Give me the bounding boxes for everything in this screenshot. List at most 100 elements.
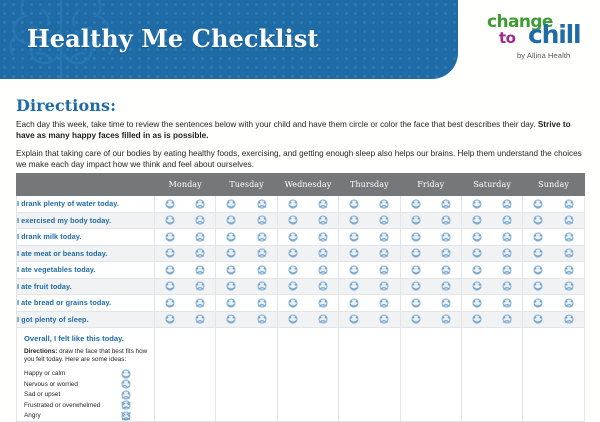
checkbox-cell-friday[interactable]: [399, 261, 462, 279]
happy-face-icon[interactable]: [165, 298, 175, 308]
happy-face-icon[interactable]: [349, 199, 359, 209]
happy-face-icon[interactable]: [411, 232, 421, 242]
sad-face-icon[interactable]: [195, 232, 205, 242]
drawing-cell-friday[interactable]: [399, 327, 462, 422]
happy-face-icon[interactable]: [533, 248, 544, 258]
happy-face-icon[interactable]: [288, 199, 298, 209]
checkbox-cell-thursday[interactable]: [338, 277, 401, 295]
checkbox-cell-saturday[interactable]: [460, 294, 524, 312]
checkbox-cell-saturday[interactable]: [460, 195, 524, 213]
checkbox-cell-sunday[interactable]: [522, 195, 585, 213]
sad-face-icon[interactable]: [502, 215, 512, 225]
checkbox-cell-monday[interactable]: [153, 310, 217, 328]
sad-face-icon[interactable]: [379, 248, 390, 258]
checkbox-cell-wednesday[interactable]: [276, 211, 340, 229]
sad-face-icon[interactable]: [379, 298, 390, 308]
checkbox-cell-monday[interactable]: [153, 228, 217, 246]
sad-face-icon[interactable]: [318, 215, 328, 225]
sad-face-icon[interactable]: [195, 248, 205, 258]
happy-face-icon[interactable]: [165, 248, 175, 258]
sad-face-icon[interactable]: [195, 314, 205, 324]
checkbox-cell-friday[interactable]: [399, 195, 462, 213]
checkbox-cell-tuesday[interactable]: [215, 310, 278, 328]
sad-face-icon[interactable]: [318, 248, 328, 258]
happy-face-icon[interactable]: [472, 199, 482, 209]
sad-face-icon[interactable]: [318, 265, 328, 275]
sad-face-icon[interactable]: [195, 298, 205, 308]
sad-face-icon[interactable]: [195, 265, 205, 275]
sad-face-icon[interactable]: [257, 298, 267, 308]
sad-face-icon[interactable]: [318, 281, 328, 291]
checkbox-cell-thursday[interactable]: [338, 244, 401, 262]
happy-face-icon[interactable]: [165, 215, 175, 225]
checkbox-cell-thursday[interactable]: [338, 310, 401, 328]
drawing-cell-wednesday[interactable]: [276, 327, 340, 422]
checkbox-cell-thursday[interactable]: [338, 294, 401, 312]
checkbox-cell-wednesday[interactable]: [276, 294, 340, 312]
happy-face-icon[interactable]: [533, 232, 544, 242]
happy-face-icon[interactable]: [226, 199, 237, 209]
checkbox-cell-tuesday[interactable]: [215, 261, 278, 279]
sad-face-icon[interactable]: [257, 215, 267, 225]
happy-face-icon[interactable]: [411, 248, 421, 258]
sad-face-icon[interactable]: [502, 232, 512, 242]
checkbox-cell-tuesday[interactable]: [215, 228, 278, 246]
happy-face-icon[interactable]: [288, 281, 298, 291]
happy-face-icon[interactable]: [411, 314, 421, 324]
sad-face-icon[interactable]: [257, 265, 267, 275]
checkbox-cell-saturday[interactable]: [460, 244, 524, 262]
checkbox-cell-wednesday[interactable]: [276, 244, 340, 262]
checkbox-cell-thursday[interactable]: [338, 211, 401, 229]
happy-face-icon[interactable]: [472, 298, 482, 308]
drawing-cell-sunday[interactable]: [522, 327, 585, 422]
sad-face-icon[interactable]: [441, 232, 451, 242]
happy-face-icon[interactable]: [411, 265, 421, 275]
happy-face-icon[interactable]: [533, 215, 544, 225]
checkbox-cell-wednesday[interactable]: [276, 261, 340, 279]
checkbox-cell-monday[interactable]: [153, 277, 217, 295]
checkbox-cell-wednesday[interactable]: [276, 195, 340, 213]
happy-face-icon[interactable]: [226, 265, 237, 275]
happy-face-icon[interactable]: [288, 248, 298, 258]
checkbox-cell-sunday[interactable]: [522, 261, 585, 279]
happy-face-icon[interactable]: [165, 232, 175, 242]
sad-face-icon[interactable]: [318, 199, 328, 209]
checkbox-cell-saturday[interactable]: [460, 310, 524, 328]
checkbox-cell-sunday[interactable]: [522, 294, 585, 312]
happy-face-icon[interactable]: [533, 281, 544, 291]
checkbox-cell-wednesday[interactable]: [276, 310, 340, 328]
happy-face-icon[interactable]: [349, 248, 359, 258]
sad-face-icon[interactable]: [441, 298, 451, 308]
happy-face-icon[interactable]: [288, 265, 298, 275]
happy-face-icon[interactable]: [226, 281, 237, 291]
sad-face-icon[interactable]: [257, 199, 267, 209]
happy-face-icon[interactable]: [349, 314, 359, 324]
checkbox-cell-tuesday[interactable]: [215, 195, 278, 213]
happy-face-icon[interactable]: [533, 265, 544, 275]
sad-face-icon[interactable]: [379, 199, 390, 209]
sad-face-icon[interactable]: [564, 248, 574, 258]
checkbox-cell-friday[interactable]: [399, 244, 462, 262]
checkbox-cell-friday[interactable]: [399, 211, 462, 229]
checkbox-cell-sunday[interactable]: [522, 244, 585, 262]
sad-face-icon[interactable]: [564, 298, 574, 308]
checkbox-cell-monday[interactable]: [153, 211, 217, 229]
checkbox-cell-sunday[interactable]: [522, 211, 585, 229]
checkbox-cell-friday[interactable]: [399, 277, 462, 295]
sad-face-icon[interactable]: [195, 215, 205, 225]
sad-face-icon[interactable]: [502, 199, 512, 209]
checkbox-cell-monday[interactable]: [153, 244, 217, 262]
sad-face-icon[interactable]: [379, 265, 390, 275]
sad-face-icon[interactable]: [379, 314, 390, 324]
checkbox-cell-friday[interactable]: [399, 294, 462, 312]
sad-face-icon[interactable]: [502, 314, 512, 324]
happy-face-icon[interactable]: [226, 314, 237, 324]
sad-face-icon[interactable]: [318, 298, 328, 308]
happy-face-icon[interactable]: [472, 281, 482, 291]
happy-face-icon[interactable]: [411, 215, 421, 225]
sad-face-icon[interactable]: [502, 248, 512, 258]
sad-face-icon[interactable]: [257, 232, 267, 242]
happy-face-icon[interactable]: [226, 215, 237, 225]
checkbox-cell-monday[interactable]: [153, 294, 217, 312]
happy-face-icon[interactable]: [349, 281, 359, 291]
